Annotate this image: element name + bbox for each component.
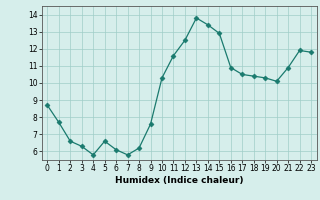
X-axis label: Humidex (Indice chaleur): Humidex (Indice chaleur) bbox=[115, 176, 244, 185]
